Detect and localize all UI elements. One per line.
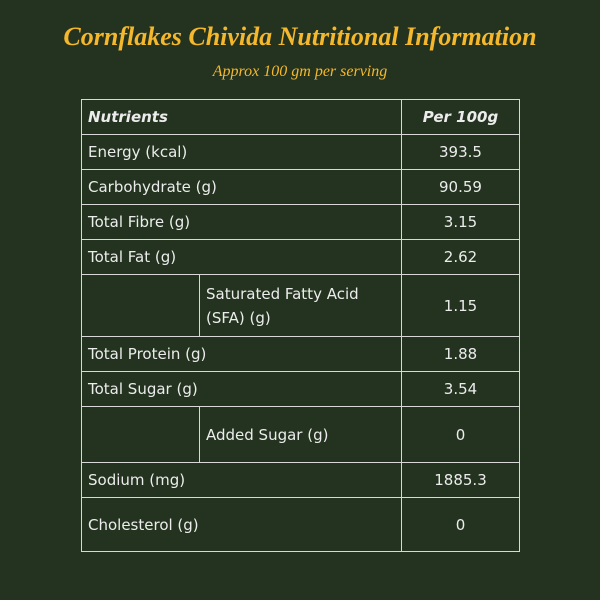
- row: Total Sugar (g) 3.54: [81, 371, 520, 407]
- row: Total Fat (g) 2.62: [81, 239, 520, 275]
- row: Sodium (mg) 1885.3: [81, 462, 520, 498]
- sub-nutrient-label: Added Sugar (g): [199, 406, 402, 463]
- nutrient-value: 0: [401, 497, 520, 552]
- nutrient-label: Total Fat (g): [81, 239, 402, 275]
- nutrient-label: Energy (kcal): [81, 134, 402, 170]
- nutrient-value: 3.54: [401, 371, 520, 407]
- nutrient-value: 2.62: [401, 239, 520, 275]
- sub-row: Added Sugar (g) 0: [81, 406, 520, 463]
- row: Total Fibre (g) 3.15: [81, 204, 520, 240]
- empty-cell: [81, 274, 200, 337]
- nutrient-value: 1885.3: [401, 462, 520, 498]
- empty-cell: [81, 406, 200, 463]
- nutrient-value: 90.59: [401, 169, 520, 205]
- header-row: Nutrients Per 100g: [81, 99, 520, 135]
- nutrient-label: Sodium (mg): [81, 462, 402, 498]
- sub-row: Saturated Fatty Acid (SFA) (g) 1.15: [81, 274, 520, 337]
- table-body: Nutrients Per 100g Energy (kcal) 393.5 Car…: [81, 99, 520, 552]
- nutrient-value: 3.15: [401, 204, 520, 240]
- nutrient-label: Total Sugar (g): [81, 371, 402, 407]
- nutrition-table: Nutrients Per 100g Energy (kcal) 393.5 Car…: [81, 99, 520, 552]
- nutrient-label: Cholesterol (g): [81, 497, 402, 552]
- sub-nutrient-label: Saturated Fatty Acid (SFA) (g): [199, 274, 402, 337]
- nutrient-label: Carbohydrate (g): [81, 169, 402, 205]
- row: Total Protein (g) 1.88: [81, 336, 520, 372]
- sub-nutrient-value: 0: [401, 406, 520, 463]
- nutrient-label: Total Fibre (g): [81, 204, 402, 240]
- nutrient-value: 393.5: [401, 134, 520, 170]
- row: Cholesterol (g) 0: [81, 497, 520, 552]
- row: Carbohydrate (g) 90.59: [81, 169, 520, 205]
- title: Cornflakes Chivida Nutritional Informati…: [63, 22, 537, 51]
- row: Energy (kcal) 393.5: [81, 134, 520, 170]
- subtitle: Approx 100 gm per serving: [212, 63, 388, 80]
- nutrient-value: 1.88: [401, 336, 520, 372]
- sub-nutrient-value: 1.15: [401, 274, 520, 337]
- column-header: Per 100g: [401, 99, 520, 135]
- nutrient-label: Total Protein (g): [81, 336, 402, 372]
- column-header: Nutrients: [81, 99, 402, 135]
